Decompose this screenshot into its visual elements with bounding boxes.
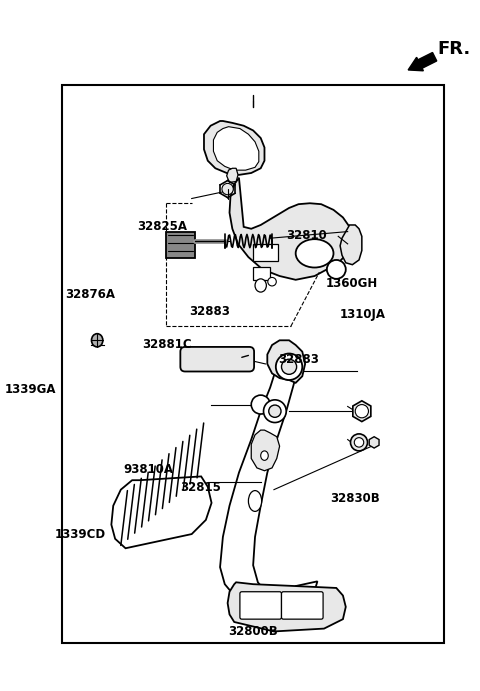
Ellipse shape xyxy=(296,239,334,267)
Ellipse shape xyxy=(261,451,268,460)
FancyArrow shape xyxy=(408,53,437,70)
Ellipse shape xyxy=(222,183,233,195)
FancyBboxPatch shape xyxy=(180,347,254,372)
Text: 32815: 32815 xyxy=(180,482,221,494)
FancyBboxPatch shape xyxy=(240,591,281,619)
Text: 32830B: 32830B xyxy=(330,493,380,506)
Ellipse shape xyxy=(269,405,281,417)
Polygon shape xyxy=(251,430,280,471)
Ellipse shape xyxy=(92,334,103,347)
Text: 1360GH: 1360GH xyxy=(326,277,378,290)
Text: 1339CD: 1339CD xyxy=(55,529,106,542)
Ellipse shape xyxy=(350,434,368,451)
Ellipse shape xyxy=(268,278,276,286)
Polygon shape xyxy=(220,367,317,605)
Text: 32825A: 32825A xyxy=(137,220,187,233)
Text: 32800B: 32800B xyxy=(228,625,278,638)
Polygon shape xyxy=(204,121,264,175)
Polygon shape xyxy=(340,225,362,265)
Text: 32876A: 32876A xyxy=(65,288,115,301)
Polygon shape xyxy=(228,583,346,632)
Ellipse shape xyxy=(327,260,346,279)
Polygon shape xyxy=(111,476,212,548)
Text: 93810A: 93810A xyxy=(124,463,174,476)
Polygon shape xyxy=(227,169,238,182)
Ellipse shape xyxy=(355,404,369,418)
Text: 32883: 32883 xyxy=(190,305,230,318)
FancyBboxPatch shape xyxy=(281,591,323,619)
Bar xyxy=(253,267,270,280)
Ellipse shape xyxy=(264,400,286,422)
Bar xyxy=(166,231,194,258)
Polygon shape xyxy=(267,340,305,383)
Text: 32883: 32883 xyxy=(278,353,319,366)
Polygon shape xyxy=(369,437,379,448)
Ellipse shape xyxy=(354,437,364,447)
Ellipse shape xyxy=(255,279,266,292)
Polygon shape xyxy=(229,178,352,280)
Ellipse shape xyxy=(251,395,270,414)
Polygon shape xyxy=(214,126,259,170)
Text: 1310JA: 1310JA xyxy=(339,307,385,321)
Polygon shape xyxy=(353,401,371,422)
Text: 32810: 32810 xyxy=(286,229,326,243)
Ellipse shape xyxy=(276,354,302,380)
Text: 32881C: 32881C xyxy=(142,338,192,351)
Bar xyxy=(253,244,278,261)
Text: FR.: FR. xyxy=(437,40,471,58)
Ellipse shape xyxy=(281,359,297,375)
Bar xyxy=(62,85,444,643)
Text: 1339GA: 1339GA xyxy=(4,384,56,397)
Ellipse shape xyxy=(249,491,262,511)
